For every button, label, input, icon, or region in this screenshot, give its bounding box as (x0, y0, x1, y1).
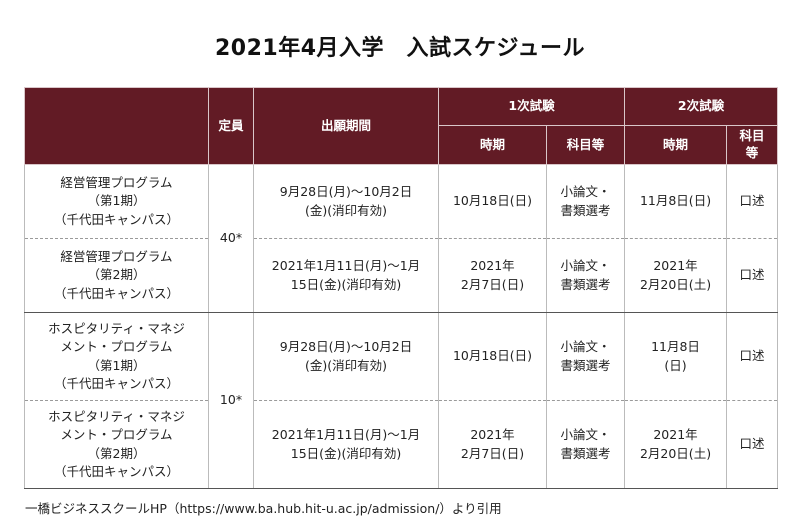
cell-capacity: 40* (208, 164, 254, 313)
header-r2-subjects: 科目等 (726, 125, 779, 165)
cell-line: 15日(金)(消印有効) (290, 276, 402, 292)
cell-line: 9月28日(月)〜10月2日 (279, 184, 413, 200)
cell-r2-subjects: 口述 (726, 400, 779, 489)
cell-line: ホスピタリティ・マネジ (48, 409, 185, 425)
table-body: 経営管理プログラム （第1期） （千代田キャンパス） 40* 9月28日(月)〜10月2… (24, 164, 779, 489)
header-r2-period: 時期 (624, 125, 728, 165)
cell-r1-period: 2021年 2月7日(日) (438, 400, 547, 489)
table-row: ホスピタリティ・マネジ メント・プログラム （第2期） （千代田キャンパス） 2021年… (24, 400, 779, 489)
cell-line: メント・プログラム (60, 427, 173, 443)
cell-r1-subjects: 小論文・ 書類選考 (545, 238, 626, 313)
cell-line: （千代田キャンパス） (53, 211, 179, 227)
header-r2-subjects-line1: 科目 (739, 128, 765, 144)
cell-line: 15日(金)(消印有効) (290, 445, 402, 461)
cell-application-period: 2021年1月11日(月)〜1月 15日(金)(消印有効) (253, 238, 439, 313)
cell-line: 書類選考 (560, 202, 611, 218)
cell-line: 10月18日(日) (452, 193, 533, 209)
header-r1-period: 時期 (438, 125, 547, 165)
cell-capacity: 10* (208, 312, 254, 489)
cell-program: ホスピタリティ・マネジ メント・プログラム （第1期） （千代田キャンパス） (24, 312, 209, 401)
cell-line: （第2期） (87, 445, 146, 461)
cell-line: (金)(消印有効) (304, 202, 387, 218)
cell-r2-period: 11月8日 (日) (624, 312, 728, 401)
cell-line: 2021年1月11日(月)〜1月 (271, 427, 421, 443)
cell-line: 11月8日 (651, 339, 700, 355)
cell-program: 経営管理プログラム （第1期） （千代田キャンパス） (24, 164, 209, 239)
cell-line: 小論文・ (560, 427, 611, 443)
source-footnote: 一橋ビジネススクールHP（https://www.ba.hub.hit-u.ac… (25, 501, 502, 516)
cell-program: 経営管理プログラム （第2期） （千代田キャンパス） (24, 238, 209, 313)
cell-r2-period: 2021年 2月20日(土) (624, 238, 728, 313)
cell-line: 2021年 (470, 427, 515, 443)
cell-line: 小論文・ (560, 258, 611, 274)
header-r1-subjects: 科目等 (545, 125, 626, 165)
cell-line: 2021年1月11日(月)〜1月 (271, 258, 421, 274)
cell-line: 2021年 (653, 258, 698, 274)
cell-line: 小論文・ (560, 339, 611, 355)
page-title: 2021年4月入学 入試スケジュール (215, 36, 585, 61)
cell-r1-subjects: 小論文・ 書類選考 (545, 312, 626, 401)
cell-line: 書類選考 (560, 445, 611, 461)
schedule-table: 定員 出願期間 1次試験 2次試験 時期 科目等 時期 科目等 経営管理プログラ… (24, 87, 779, 489)
cell-r2-subjects: 口述 (726, 164, 779, 239)
cell-application-period: 9月28日(月)〜10月2日 (金)(消印有効) (253, 164, 439, 239)
table-row: 経営管理プログラム （第2期） （千代田キャンパス） 2021年1月11日(月)〜1月… (24, 238, 779, 313)
header-round2: 2次試験 (624, 87, 779, 126)
cell-application-period: 9月28日(月)〜10月2日 (金)(消印有効) (253, 312, 439, 401)
cell-line: 経営管理プログラム (60, 249, 173, 265)
cell-line: （第1期） (87, 357, 146, 373)
cell-line: （千代田キャンパス） (53, 285, 179, 301)
cell-line: 2021年 (470, 258, 515, 274)
header-application-period: 出願期間 (253, 87, 439, 165)
cell-line: 2021年 (653, 427, 698, 443)
header-program (24, 87, 209, 165)
cell-line: 口述 (739, 348, 765, 364)
cell-r1-period: 10月18日(日) (438, 312, 547, 401)
cell-r2-subjects: 口述 (726, 238, 779, 313)
cell-r1-period: 2021年 2月7日(日) (438, 238, 547, 313)
table-row: ホスピタリティ・マネジ メント・プログラム （第1期） （千代田キャンパス） 10* 9月… (24, 312, 779, 489)
cell-line: （千代田キャンパス） (53, 463, 179, 479)
cell-r1-subjects: 小論文・ 書類選考 (545, 400, 626, 489)
header-round1: 1次試験 (437, 87, 626, 126)
cell-line: 11月8日(日) (639, 193, 712, 209)
cell-r1-subjects: 小論文・ 書類選考 (545, 164, 626, 239)
cell-line: メント・プログラム (60, 339, 173, 355)
cell-line: 2月7日(日) (460, 445, 525, 461)
cell-line: （第2期） (87, 267, 146, 283)
cell-line: 口述 (739, 193, 765, 209)
header-r2-subjects-line2: 等 (745, 145, 759, 160)
cell-line: 書類選考 (560, 357, 611, 373)
cell-line: (金)(消印有効) (304, 357, 387, 373)
cell-r2-subjects: 口述 (726, 312, 779, 401)
cell-r2-period: 2021年 2月20日(土) (624, 400, 728, 489)
cell-line: （第1期） (87, 193, 146, 209)
cell-line: ホスピタリティ・マネジ (48, 321, 185, 337)
cell-line: 9月28日(月)〜10月2日 (279, 339, 413, 355)
cell-program: ホスピタリティ・マネジ メント・プログラム （第2期） （千代田キャンパス） (24, 400, 209, 489)
cell-line: （千代田キャンパス） (53, 375, 179, 391)
cell-application-period: 2021年1月11日(月)〜1月 15日(金)(消印有効) (253, 400, 439, 489)
table-row: 経営管理プログラム （第1期） （千代田キャンパス） 40* 9月28日(月)〜10月2… (24, 164, 779, 313)
cell-line: 小論文・ (560, 184, 611, 200)
cell-r1-period: 10月18日(日) (438, 164, 547, 239)
cell-line: 書類選考 (560, 276, 611, 292)
cell-line: 経営管理プログラム (60, 175, 173, 191)
cell-r2-period: 11月8日(日) (624, 164, 728, 239)
cell-line: 口述 (739, 436, 765, 452)
cell-line: (日) (664, 357, 687, 373)
header-capacity: 定員 (208, 87, 254, 165)
cell-line: 10月18日(日) (452, 348, 533, 364)
table-header: 定員 出願期間 1次試験 2次試験 時期 科目等 時期 科目等 (24, 87, 779, 165)
cell-line: 2月20日(土) (639, 445, 712, 461)
cell-line: 口述 (739, 267, 765, 283)
cell-line: 2月7日(日) (460, 276, 525, 292)
cell-line: 2月20日(土) (639, 276, 712, 292)
